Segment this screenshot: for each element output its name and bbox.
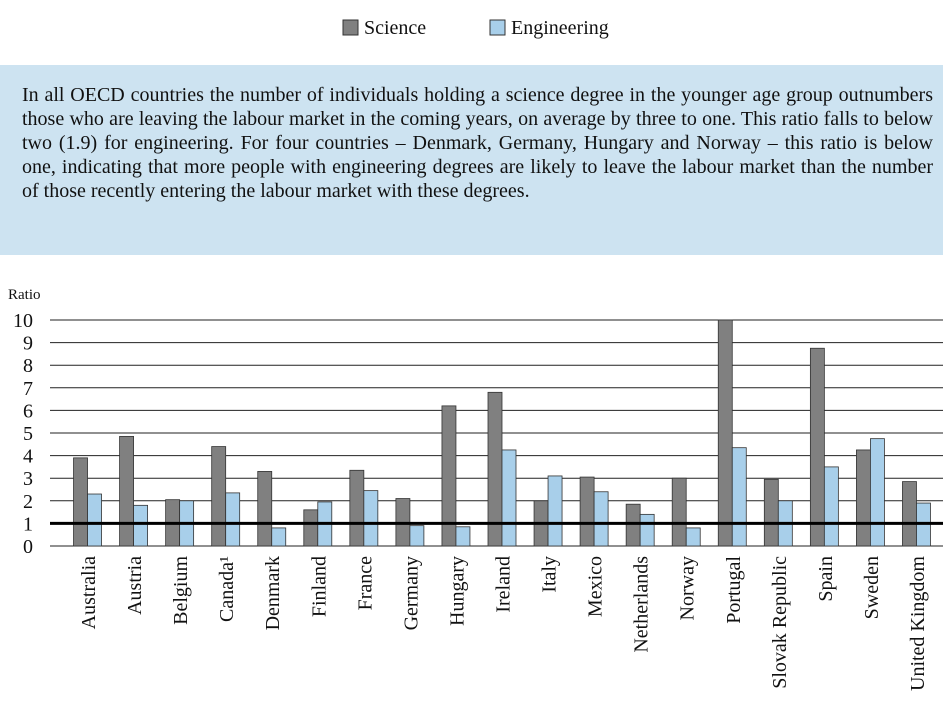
bar: [133, 504, 148, 547]
legend-swatch: [489, 19, 506, 36]
bar: [671, 477, 687, 547]
y-axis-label: Ratio: [8, 287, 41, 303]
bar: [455, 526, 471, 547]
bar: [823, 466, 839, 547]
bar: [639, 513, 655, 547]
x-tick-label: Norway: [677, 556, 699, 620]
bar: [547, 475, 563, 547]
x-tick-label: Australia: [78, 556, 100, 629]
x-tick-label: Netherlands: [631, 556, 653, 653]
bar: [579, 476, 595, 547]
x-tick-label: Portugal: [723, 556, 745, 624]
y-tick-label: 1: [23, 513, 33, 535]
bar: [731, 447, 747, 547]
y-tick-label: 6: [23, 400, 33, 422]
y-tick-label: 9: [23, 333, 33, 355]
x-tick-label: Denmark: [262, 556, 284, 630]
bar: [685, 527, 701, 547]
bar: [87, 493, 102, 547]
bar: [349, 469, 365, 547]
x-tick-label: Germany: [400, 556, 422, 630]
y-tick-label: 7: [23, 378, 33, 400]
legend-swatch: [342, 19, 359, 36]
bar: [119, 435, 134, 547]
bar: [856, 449, 871, 547]
x-tick-label: Spain: [815, 556, 837, 602]
bar: [257, 471, 273, 547]
bar: [902, 481, 917, 547]
bar: [211, 446, 227, 547]
bar: [870, 438, 885, 547]
x-tick-label: United Kingdom: [907, 556, 929, 691]
bar: [763, 478, 779, 547]
bar: [625, 503, 641, 547]
x-tick-label: Italy: [539, 556, 561, 593]
y-tick-label: 2: [23, 491, 33, 513]
x-tick-label: Sweden: [861, 556, 883, 619]
y-tick-label: 10: [13, 310, 33, 332]
legend-label: Science: [364, 17, 426, 39]
legend-label: Engineering: [511, 17, 609, 39]
y-tick-label: 0: [23, 536, 33, 558]
x-tick-label: Austria: [124, 556, 146, 615]
x-tick-label: Slovak Republic: [769, 556, 791, 689]
bar: [271, 527, 287, 547]
y-tick-label: 8: [23, 355, 33, 377]
bar: [717, 319, 733, 547]
x-tick-label: Mexico: [585, 556, 607, 617]
note-box: In all OECD countries the number of indi…: [0, 65, 943, 255]
bar: [73, 457, 88, 547]
x-tick-label: Hungary: [446, 556, 468, 626]
x-tick-label: Canada¹: [216, 556, 238, 622]
x-tick-label: Ireland: [493, 556, 515, 613]
y-tick-label: 4: [23, 446, 33, 468]
x-tick-label: Finland: [308, 556, 330, 617]
x-tick-label: France: [354, 556, 376, 611]
bar: [593, 491, 609, 547]
bar: [501, 449, 517, 547]
y-tick-label: 3: [23, 468, 33, 490]
bar: [809, 347, 825, 547]
y-tick-label: 5: [23, 423, 33, 445]
bar: [303, 509, 319, 547]
bar: [409, 525, 425, 547]
x-tick-label: Belgium: [170, 556, 192, 625]
bar: [363, 490, 379, 547]
bar: [225, 492, 241, 547]
bar: [441, 405, 457, 547]
